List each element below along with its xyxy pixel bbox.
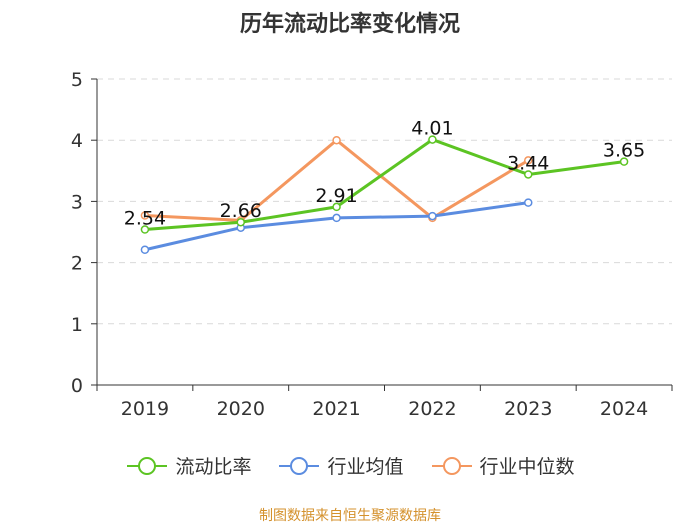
legend-item-1[interactable]: 行业均值	[277, 452, 404, 479]
data-label-2021: 2.91	[315, 185, 357, 207]
y-tick-label: 4	[71, 130, 83, 152]
legend-item-0[interactable]: 流动比率	[125, 452, 251, 479]
legend-marker-icon	[127, 456, 168, 475]
data-point-1-4	[524, 198, 533, 207]
data-label-2022: 4.01	[411, 118, 453, 140]
x-tick-label-2024: 2024	[600, 398, 648, 420]
data-point-0-3	[428, 135, 437, 144]
data-point-2-0	[140, 211, 150, 220]
data-label-2023: 3.44	[507, 152, 549, 174]
series-line-0	[144, 138, 625, 232]
axes: 0 1 2 3 4 5 2019 2020 2021 2022 2023 2024	[71, 69, 673, 420]
source-note: 制图数据来自恒生聚源数据库	[259, 508, 441, 524]
data-label-2020: 2.66	[220, 200, 262, 222]
data-point-0-0	[140, 225, 150, 234]
x-tick-label-2022: 2022	[408, 398, 456, 420]
x-tick-label-2021: 2021	[312, 398, 360, 420]
grid-lines	[97, 78, 672, 325]
y-tick-label: 2	[71, 253, 83, 275]
y-tick-label: 0	[71, 375, 83, 397]
legend: 流动比率 行业均值 行业中位数	[0, 452, 700, 479]
legend-marker-icon	[279, 456, 320, 475]
data-point-2-4	[524, 156, 533, 165]
y-tick-label: 5	[71, 69, 83, 91]
legend-item-2[interactable]: 行业中位数	[430, 452, 575, 479]
legend-label: 行业中位数	[479, 456, 575, 478]
data-point-0-1	[236, 217, 245, 227]
x-tick-label-2020: 2020	[217, 398, 265, 420]
data-label-2019: 2.54	[124, 208, 166, 230]
series-lines	[140, 135, 629, 254]
legend-marker-icon	[431, 456, 472, 475]
data-point-0-5	[619, 157, 629, 166]
data-point-1-0	[140, 245, 150, 254]
x-tick-label-2019: 2019	[121, 398, 169, 420]
data-label-2024: 3.65	[603, 140, 645, 162]
legend-label: 流动比率	[175, 456, 252, 478]
x-tick-label-2023: 2023	[504, 398, 552, 420]
legend-label: 行业均值	[327, 456, 404, 478]
data-point-0-2	[332, 202, 341, 212]
chart-title: 历年流动比率变化情况	[239, 12, 460, 37]
y-tick-label: 3	[71, 191, 83, 213]
data-labels: 2.54 2.66 2.91 4.01 3.44 3.65	[124, 118, 645, 230]
data-point-1-2	[332, 213, 341, 223]
y-tick-label: 1	[71, 314, 83, 336]
data-point-0-4	[524, 170, 533, 179]
data-point-1-3	[428, 211, 437, 221]
data-point-2-2	[332, 135, 341, 145]
